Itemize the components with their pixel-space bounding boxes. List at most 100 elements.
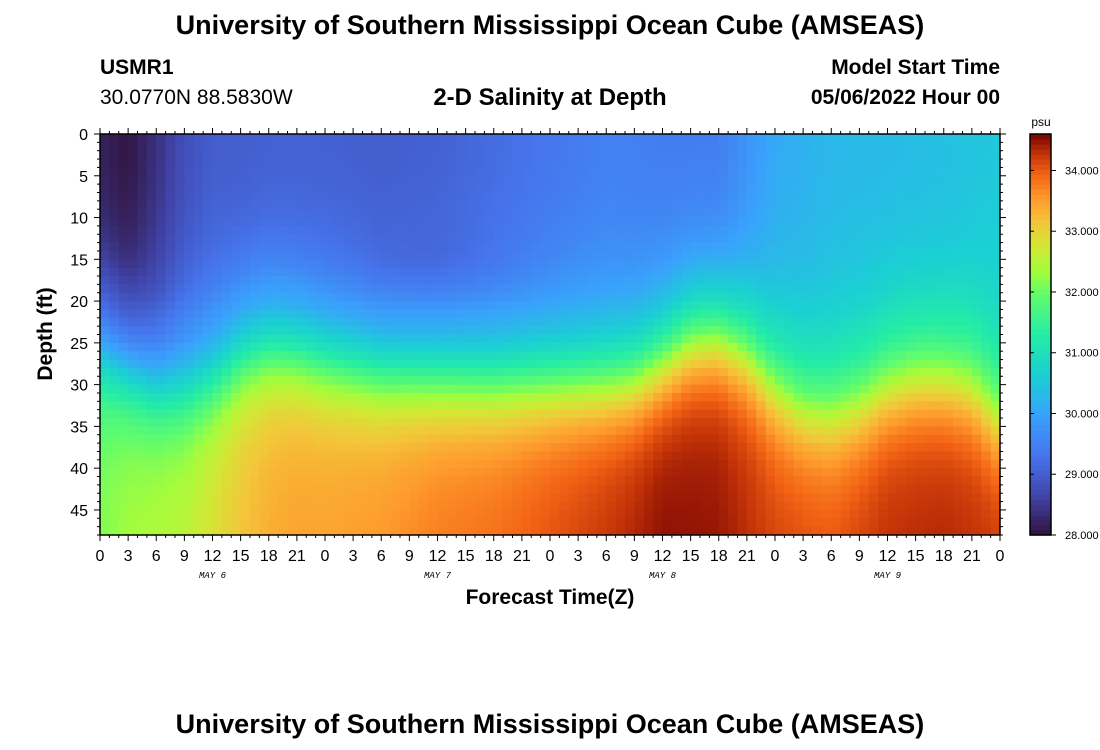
heatmap-cell bbox=[625, 134, 635, 143]
heatmap-cell bbox=[671, 267, 682, 277]
heatmap-cell bbox=[146, 342, 157, 352]
heatmap-cell bbox=[971, 501, 982, 511]
heatmap-cell bbox=[428, 309, 439, 319]
heatmap-cell bbox=[578, 184, 589, 194]
heatmap-cell bbox=[250, 401, 260, 411]
x-tick-label: 0 bbox=[546, 548, 555, 565]
heatmap-cell bbox=[915, 225, 926, 235]
heatmap-cell bbox=[381, 493, 392, 503]
heatmap-cell bbox=[793, 392, 804, 402]
heatmap-cell bbox=[765, 175, 776, 185]
heatmap-cell bbox=[718, 184, 729, 194]
colorbar-segment bbox=[1030, 529, 1051, 536]
heatmap-cell bbox=[521, 509, 532, 519]
heatmap-cell bbox=[128, 451, 139, 461]
heatmap-cell bbox=[306, 292, 317, 302]
heatmap-cell bbox=[821, 184, 832, 194]
heatmap-cell bbox=[953, 142, 964, 152]
heatmap-cell bbox=[409, 292, 420, 302]
heatmap-cell bbox=[962, 242, 973, 252]
heatmap-cell bbox=[756, 301, 767, 311]
colorbar-segment bbox=[1030, 379, 1051, 386]
heatmap-cell bbox=[990, 259, 1000, 269]
heatmap-cell bbox=[203, 367, 214, 377]
heatmap-cell bbox=[821, 334, 832, 344]
heatmap-cell bbox=[212, 359, 223, 369]
heatmap-cell bbox=[793, 518, 804, 528]
heatmap-cell bbox=[353, 309, 364, 319]
heatmap-cell bbox=[325, 334, 335, 344]
heatmap-cell bbox=[503, 326, 514, 336]
heatmap-cell bbox=[221, 267, 232, 277]
heatmap-cell bbox=[559, 159, 570, 169]
heatmap-cell bbox=[887, 334, 898, 344]
heatmap-cell bbox=[700, 401, 710, 411]
heatmap-cell bbox=[662, 317, 673, 327]
heatmap-cell bbox=[756, 518, 767, 528]
heatmap-cell bbox=[475, 426, 485, 436]
heatmap-cell bbox=[268, 334, 279, 344]
heatmap-cell bbox=[175, 259, 185, 269]
heatmap-cell bbox=[662, 418, 673, 427]
heatmap-cell bbox=[100, 518, 110, 528]
heatmap-cell bbox=[203, 459, 214, 469]
heatmap-cell bbox=[353, 217, 364, 227]
heatmap-cell bbox=[531, 267, 542, 277]
heatmap-cell bbox=[240, 242, 251, 252]
heatmap-cell bbox=[559, 134, 570, 143]
heatmap-cell bbox=[925, 468, 935, 478]
heatmap-cell bbox=[953, 451, 964, 461]
colorbar-segment bbox=[1030, 479, 1051, 486]
heatmap-cell bbox=[540, 250, 551, 260]
heatmap-cell bbox=[887, 192, 898, 202]
heatmap-cell bbox=[428, 267, 439, 277]
heatmap-cell bbox=[812, 334, 823, 344]
heatmap-cell bbox=[803, 426, 814, 436]
heatmap-cell bbox=[662, 351, 673, 361]
heatmap-cell bbox=[512, 468, 523, 478]
heatmap-cell bbox=[746, 501, 757, 511]
heatmap-cell bbox=[925, 326, 935, 336]
heatmap-cell bbox=[915, 326, 926, 336]
heatmap-cell bbox=[437, 150, 448, 160]
heatmap-cell bbox=[775, 250, 785, 260]
heatmap-cell bbox=[503, 434, 514, 444]
heatmap-cell bbox=[521, 234, 532, 244]
heatmap-cell bbox=[971, 384, 982, 394]
heatmap-cell bbox=[503, 301, 514, 311]
heatmap-cell bbox=[728, 443, 739, 453]
heatmap-cell bbox=[775, 209, 785, 219]
heatmap-cell bbox=[418, 209, 429, 219]
heatmap-cell bbox=[146, 317, 157, 327]
heatmap-cell bbox=[578, 434, 589, 444]
heatmap-cell bbox=[878, 518, 889, 528]
heatmap-cell bbox=[765, 276, 776, 285]
heatmap-cell bbox=[212, 351, 223, 361]
heatmap-cell bbox=[446, 459, 457, 469]
heatmap-cell bbox=[962, 459, 973, 469]
heatmap-cell bbox=[156, 476, 167, 486]
heatmap-cell bbox=[343, 409, 354, 419]
heatmap-cell bbox=[915, 451, 926, 461]
heatmap-cell bbox=[503, 493, 514, 503]
heatmap-cell bbox=[240, 392, 251, 402]
heatmap-cell bbox=[737, 225, 748, 235]
heatmap-cell bbox=[859, 334, 870, 344]
heatmap-cell bbox=[709, 309, 720, 319]
heatmap-cell bbox=[634, 150, 645, 160]
heatmap-cell bbox=[915, 443, 926, 453]
heatmap-cell bbox=[400, 451, 410, 461]
heatmap-cell bbox=[568, 192, 579, 202]
heatmap-cell bbox=[475, 267, 485, 277]
heatmap-cell bbox=[343, 459, 354, 469]
heatmap-cell bbox=[681, 259, 692, 269]
heatmap-cell bbox=[521, 167, 532, 177]
heatmap-cell bbox=[859, 326, 870, 336]
heatmap-cell bbox=[821, 309, 832, 319]
heatmap-cell bbox=[315, 509, 326, 519]
heatmap-cell bbox=[971, 301, 982, 311]
heatmap-cell bbox=[568, 200, 579, 210]
heatmap-cell bbox=[690, 134, 701, 143]
heatmap-cell bbox=[718, 443, 729, 453]
heatmap-cell bbox=[175, 409, 185, 419]
